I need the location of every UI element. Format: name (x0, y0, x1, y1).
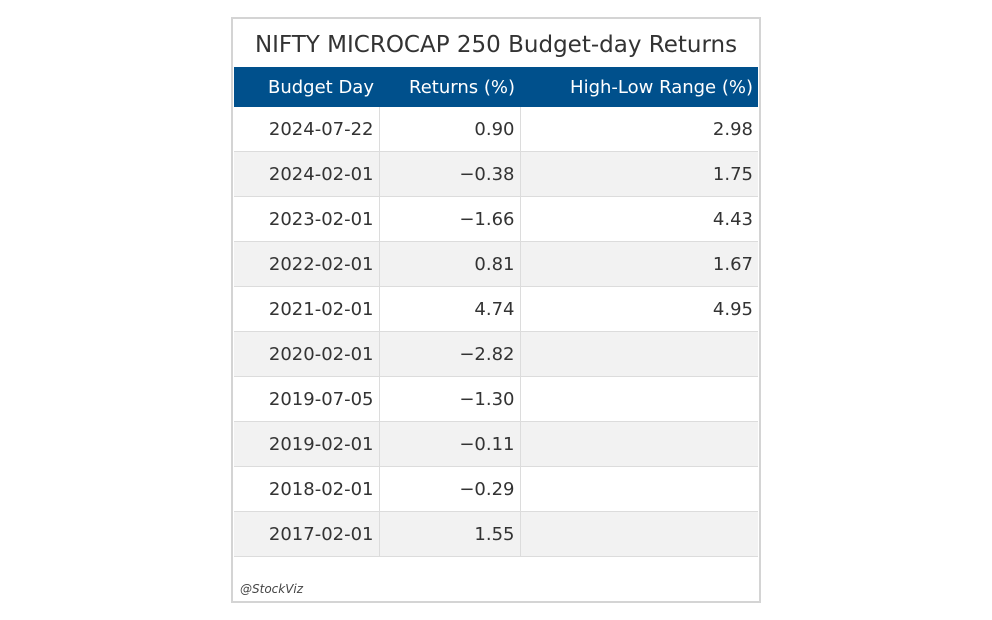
table-body: 2024-07-22 0.90 2.98 2024-02-01 −0.38 1.… (234, 107, 758, 557)
cell-returns: −2.82 (378, 331, 520, 377)
cell-returns: 4.74 (378, 286, 520, 332)
cell-high-low-range (519, 421, 758, 467)
header-high-low-range: High-Low Range (%) (520, 67, 758, 107)
cell-budget-day: 2019-07-05 (234, 376, 379, 422)
cell-high-low-range (519, 331, 758, 377)
cell-budget-day: 2021-02-01 (234, 286, 379, 332)
table-row: 2018-02-01 −0.29 (234, 466, 758, 512)
table-row: 2024-07-22 0.90 2.98 (234, 107, 758, 152)
table-row: 2019-02-01 −0.11 (234, 421, 758, 467)
table-row: 2022-02-01 0.81 1.67 (234, 241, 758, 287)
cell-high-low-range: 4.95 (519, 286, 758, 332)
cell-budget-day: 2024-07-22 (234, 107, 379, 152)
table-row: 2017-02-01 1.55 (234, 511, 758, 557)
cell-returns: −0.29 (378, 466, 520, 512)
cell-high-low-range (519, 511, 758, 557)
cell-high-low-range (519, 466, 758, 512)
cell-high-low-range: 1.67 (519, 241, 758, 287)
cell-returns: 0.81 (378, 241, 520, 287)
source-credit: @StockViz (240, 582, 304, 596)
cell-budget-day: 2019-02-01 (234, 421, 379, 467)
cell-high-low-range: 1.75 (519, 151, 758, 197)
table-row: 2021-02-01 4.74 4.95 (234, 286, 758, 332)
cell-high-low-range (519, 376, 758, 422)
cell-returns: −0.38 (378, 151, 520, 197)
table-row: 2020-02-01 −2.82 (234, 331, 758, 377)
cell-budget-day: 2024-02-01 (234, 151, 379, 197)
table-row: 2023-02-01 −1.66 4.43 (234, 196, 758, 242)
cell-high-low-range: 4.43 (519, 196, 758, 242)
cell-high-low-range: 2.98 (519, 107, 758, 152)
table-title: NIFTY MICROCAP 250 Budget-day Returns (254, 32, 738, 58)
table-header: Budget Day Returns (%) High-Low Range (%… (234, 67, 758, 107)
cell-returns: −1.30 (378, 376, 520, 422)
header-returns: Returns (%) (379, 67, 520, 107)
cell-budget-day: 2023-02-01 (234, 196, 379, 242)
cell-returns: −0.11 (378, 421, 520, 467)
cell-budget-day: 2018-02-01 (234, 466, 379, 512)
table-card: NIFTY MICROCAP 250 Budget-day Returns Bu… (231, 17, 761, 603)
cell-budget-day: 2017-02-01 (234, 511, 379, 557)
cell-budget-day: 2022-02-01 (234, 241, 379, 287)
cell-returns: 0.90 (378, 107, 520, 152)
table-row: 2019-07-05 −1.30 (234, 376, 758, 422)
cell-returns: 1.55 (378, 511, 520, 557)
cell-budget-day: 2020-02-01 (234, 331, 379, 377)
header-budget-day: Budget Day (234, 67, 379, 107)
table-row: 2024-02-01 −0.38 1.75 (234, 151, 758, 197)
cell-returns: −1.66 (378, 196, 520, 242)
returns-table: Budget Day Returns (%) High-Low Range (%… (234, 67, 758, 557)
